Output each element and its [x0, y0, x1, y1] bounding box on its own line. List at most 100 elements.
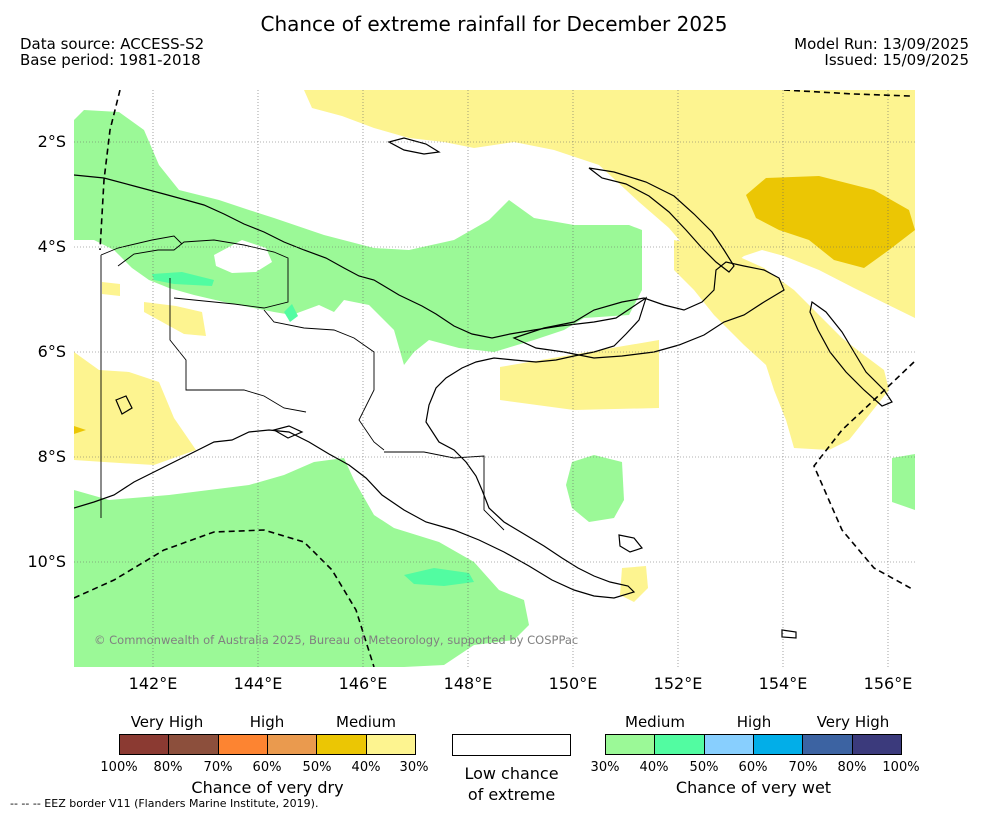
dry-header-high: High: [249, 713, 285, 731]
dry-tick-100: 100%: [100, 760, 138, 775]
wet-region-woodlark: [566, 455, 624, 522]
coastlines: [74, 137, 893, 639]
wet-tick-50: 50%: [689, 760, 719, 775]
wet-patch-40-south: [404, 568, 474, 586]
wet-chance-regions: [74, 110, 915, 667]
dry-swatch-80-70: [168, 735, 218, 754]
eez-border-west: [99, 90, 121, 251]
dry-region-louisiade: [620, 566, 648, 602]
eez-borders: [74, 90, 915, 667]
dry-tick-30: 30%: [399, 760, 429, 775]
rainfall-map: [74, 90, 915, 667]
dry-tick-70: 70%: [203, 760, 233, 775]
dry-tick-40: 40%: [351, 760, 381, 775]
dry-tick-60: 60%: [252, 760, 282, 775]
x-tick-150e: 150°E: [548, 674, 598, 693]
low-chance-swatch: [452, 734, 571, 756]
wet-swatch-30-40: [606, 735, 655, 754]
run-info-block: Model Run: 13/09/2025 Issued: 15/09/2025: [794, 36, 969, 68]
wet-colorbar: [605, 734, 902, 755]
fergusson-outline: [618, 534, 644, 553]
y-tick-6s: 6°S: [37, 342, 66, 361]
dry-region-north-sea: [304, 90, 915, 318]
dry-tick-80: 80%: [153, 760, 183, 775]
x-tick-146e: 146°E: [338, 674, 388, 693]
dry-region-west-coast: [74, 352, 196, 465]
y-tick-2s: 2°S: [37, 132, 66, 151]
manus-outline: [387, 137, 441, 155]
x-tick-154e: 154°E: [758, 674, 808, 693]
new-guinea-mainland-outline: [74, 174, 648, 599]
rossel-outline: [781, 629, 797, 639]
dry-tick-50: 50%: [302, 760, 332, 775]
border-highlands: [263, 309, 385, 451]
eez-footnote: -- -- -- EEZ border V11 (Flanders Marine…: [10, 797, 319, 810]
issued-date-text: Issued: 15/09/2025: [824, 51, 969, 69]
dry-header-very-high: Very High: [130, 713, 204, 731]
copyright-notice: © Commonwealth of Australia 2025, Bureau…: [94, 633, 579, 647]
x-tick-144e: 144°E: [233, 674, 283, 693]
dry-swatch-40-30: [365, 735, 415, 754]
dry-patch-50-edge: [74, 426, 86, 434]
wet-tick-70: 70%: [788, 760, 818, 775]
model-run-text: Model Run: 13/09/2025: [794, 35, 969, 53]
x-tick-152e: 152°E: [653, 674, 703, 693]
new-britain-outline: [512, 261, 785, 359]
bougainville-outline: [809, 300, 893, 407]
border-sepik: [117, 239, 289, 309]
wet-swatch-50-60: [703, 735, 753, 754]
wet-tick-30: 30%: [590, 760, 620, 775]
y-tick-10s: 10°S: [27, 552, 66, 571]
dry-swatch-100-80: [120, 735, 169, 754]
wet-region-north-papua: [74, 110, 642, 365]
wet-swatch-80-100: [851, 735, 901, 754]
eez-border-southwest: [74, 529, 375, 667]
dry-region-fly-strip: [144, 302, 206, 336]
dry-caption: Chance of very dry: [191, 778, 344, 797]
wet-header-high: High: [736, 713, 772, 731]
data-info-block: Data source: ACCESS-S2 Base period: 1981…: [20, 36, 204, 68]
x-tick-142e: 142°E: [128, 674, 178, 693]
wet-region-south-papua: [74, 458, 529, 667]
base-period-text: Base period: 1981-2018: [20, 51, 201, 69]
y-tick-8s: 8°S: [37, 447, 66, 466]
wet-tick-60: 60%: [738, 760, 768, 775]
map-canvas: [74, 90, 915, 667]
x-tick-156e: 156°E: [863, 674, 913, 693]
dry-swatch-70-60: [217, 735, 267, 754]
map-title: Chance of extreme rainfall for December …: [260, 12, 728, 36]
dry-chance-regions: [74, 90, 915, 602]
low-chance-caption-line1: Low chance: [464, 764, 559, 783]
wet-tick-100: 100%: [882, 760, 920, 775]
border-western-gulf: [169, 278, 307, 413]
wet-header-very-high: Very High: [816, 713, 890, 731]
wet-patch-40-gulf: [284, 304, 298, 322]
dry-swatch-60-50: [266, 735, 317, 754]
dry-patch-50-new-ireland: [746, 176, 915, 268]
dry-colorbar: [119, 734, 416, 755]
wet-region-east-edge: [892, 454, 915, 510]
border-central: [384, 451, 505, 531]
province-borders: [100, 235, 505, 531]
dry-header-medium: Medium: [336, 713, 396, 731]
wet-tick-80: 80%: [837, 760, 867, 775]
y-tick-4s: 4°S: [37, 237, 66, 256]
low-chance-caption-line2: of extreme: [467, 785, 556, 804]
wet-header-medium: Medium: [625, 713, 685, 731]
eez-border-northeast: [783, 90, 911, 97]
wet-caption: Chance of very wet: [675, 778, 832, 797]
wet-tick-40: 40%: [639, 760, 669, 775]
lake-kutubu-outline: [272, 425, 304, 439]
new-ireland-outline: [588, 167, 735, 273]
lake-murray-outline: [115, 395, 133, 415]
dry-region-solomon-sea: [500, 340, 659, 410]
dry-region-tip: [102, 282, 120, 296]
dry-swatch-50-40: [316, 735, 366, 754]
x-tick-148e: 148°E: [443, 674, 493, 693]
border-png-indonesia: [100, 235, 183, 518]
eez-border-southeast: [813, 361, 915, 591]
map-gridlines: [74, 90, 915, 667]
data-source-text: Data source: ACCESS-S2: [20, 35, 205, 53]
wet-swatch-60-70: [752, 735, 803, 754]
wet-patch-40-west: [152, 272, 214, 286]
